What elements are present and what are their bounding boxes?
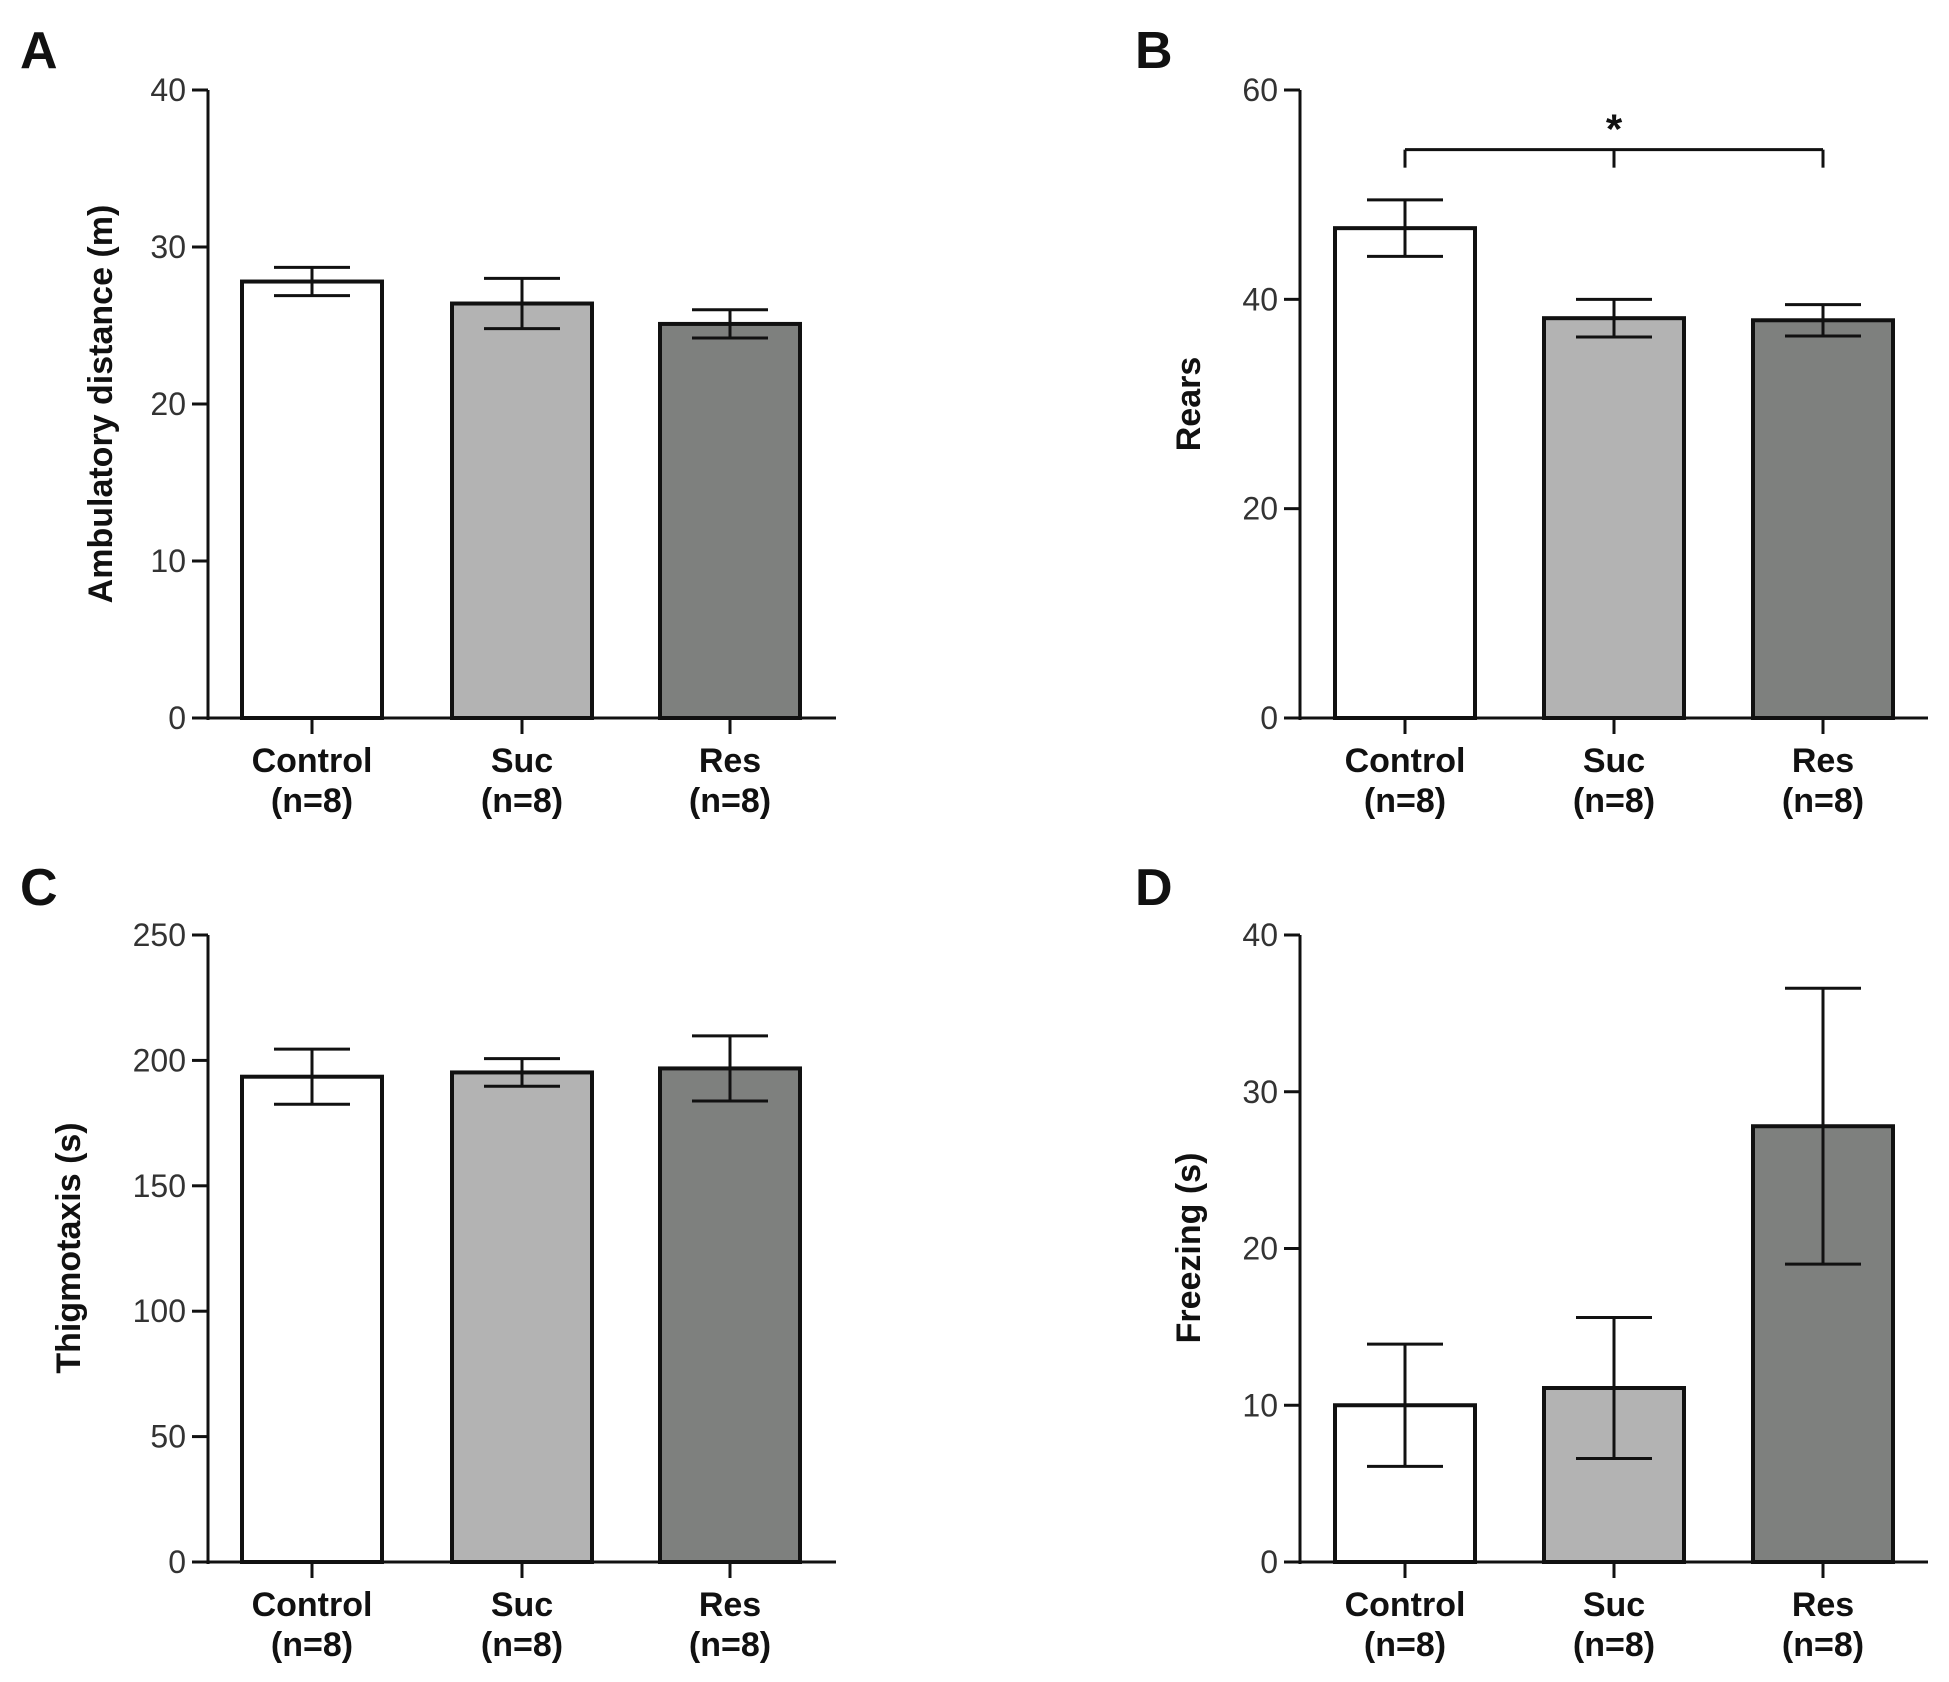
x-sample-size-label: (n=8) xyxy=(481,1626,563,1664)
y-tick-label: 10 xyxy=(150,543,186,579)
panel-b: BRears0204060Control(n=8)Suc(n=8)Res(n=8… xyxy=(1135,22,1928,820)
error-bar-suc xyxy=(484,276,560,331)
y-tick-label: 10 xyxy=(1242,1387,1278,1423)
bar-control xyxy=(1333,226,1477,720)
error-bar-suc xyxy=(484,1057,560,1088)
error-bar-suc xyxy=(1576,1315,1652,1461)
x-sample-size-label: (n=8) xyxy=(1364,782,1446,820)
significance-bracket: * xyxy=(1403,106,1825,168)
x-category-label: Control xyxy=(1345,742,1466,780)
bar-suc xyxy=(1542,316,1686,720)
x-sample-size-label: (n=8) xyxy=(1573,782,1655,820)
x-sample-size-label: (n=8) xyxy=(689,1626,771,1664)
x-category-label: Suc xyxy=(491,1586,553,1624)
y-tick-label: 40 xyxy=(150,72,186,108)
y-axis-title: Rears xyxy=(1170,357,1208,452)
error-bar-res xyxy=(1785,303,1861,338)
x-category-label: Control xyxy=(1345,1586,1466,1624)
x-category-label: Res xyxy=(1792,742,1854,780)
panel-letter: A xyxy=(20,22,58,80)
x-sample-size-label: (n=8) xyxy=(1782,1626,1864,1664)
bar-res xyxy=(1751,318,1895,720)
x-sample-size-label: (n=8) xyxy=(1364,1626,1446,1664)
y-tick-label: 40 xyxy=(1242,281,1278,317)
x-category-label: Suc xyxy=(1583,1586,1645,1624)
y-tick-label: 60 xyxy=(1242,72,1278,108)
error-bar-res xyxy=(1785,986,1861,1266)
y-tick-label: 30 xyxy=(1242,1074,1278,1110)
y-tick-label: 150 xyxy=(133,1168,186,1204)
y-axis-title: Freezing (s) xyxy=(1170,1153,1208,1344)
y-tick-label: 30 xyxy=(150,229,186,265)
error-bar-res xyxy=(692,308,768,340)
panel-letter: C xyxy=(20,859,58,917)
panel-a: A Ambulatory distance (m) 0 10 20 30 40 Control… xyxy=(20,22,836,820)
x-category-label: Suc xyxy=(1583,742,1645,780)
error-bar-control xyxy=(274,265,350,298)
y-axis-title: Ambulatory distance (m) xyxy=(82,205,120,604)
y-tick-label: 0 xyxy=(168,1544,186,1580)
y-tick-label: 20 xyxy=(1242,1231,1278,1267)
x-sample-size-label: (n=8) xyxy=(1782,782,1864,820)
y-tick-label: 50 xyxy=(150,1419,186,1455)
bar-res xyxy=(658,321,802,720)
significance-asterisk: * xyxy=(1606,106,1623,153)
panel-letter: D xyxy=(1135,859,1173,917)
y-tick-label: 20 xyxy=(1242,491,1278,527)
x-sample-size-label: (n=8) xyxy=(271,782,353,820)
x-sample-size-label: (n=8) xyxy=(481,782,563,820)
x-sample-size-label: (n=8) xyxy=(689,782,771,820)
x-sample-size-label: (n=8) xyxy=(1573,1626,1655,1664)
x-category-label: Res xyxy=(699,742,761,780)
y-tick-label: 0 xyxy=(168,700,186,736)
y-tick-label: 40 xyxy=(1242,917,1278,953)
bar-control xyxy=(240,1074,384,1565)
y-tick-label: 0 xyxy=(1260,1544,1278,1580)
x-category-label: Res xyxy=(699,1586,761,1624)
y-tick-label: 100 xyxy=(133,1293,186,1329)
error-bar-control xyxy=(274,1047,350,1106)
y-axis-title: Thigmotaxis (s) xyxy=(50,1122,88,1373)
bar-suc xyxy=(450,301,594,720)
x-sample-size-label: (n=8) xyxy=(271,1626,353,1664)
y-tick-label: 20 xyxy=(150,386,186,422)
x-category-label: Suc xyxy=(491,742,553,780)
bar-res xyxy=(658,1066,802,1565)
y-tick-label: 250 xyxy=(133,917,186,953)
y-tick-label: 200 xyxy=(133,1042,186,1078)
x-category-label: Res xyxy=(1792,1586,1854,1624)
panel-letter: B xyxy=(1135,22,1173,80)
y-tick-label: 0 xyxy=(1260,700,1278,736)
bar-control xyxy=(240,279,384,720)
error-bar-control xyxy=(1367,198,1443,258)
bar-suc xyxy=(450,1070,594,1564)
x-category-label: Control xyxy=(252,1586,373,1624)
error-bar-control xyxy=(1367,1342,1443,1468)
error-bar-suc xyxy=(1576,297,1652,339)
x-category-label: Control xyxy=(252,742,373,780)
error-bar-res xyxy=(692,1034,768,1103)
